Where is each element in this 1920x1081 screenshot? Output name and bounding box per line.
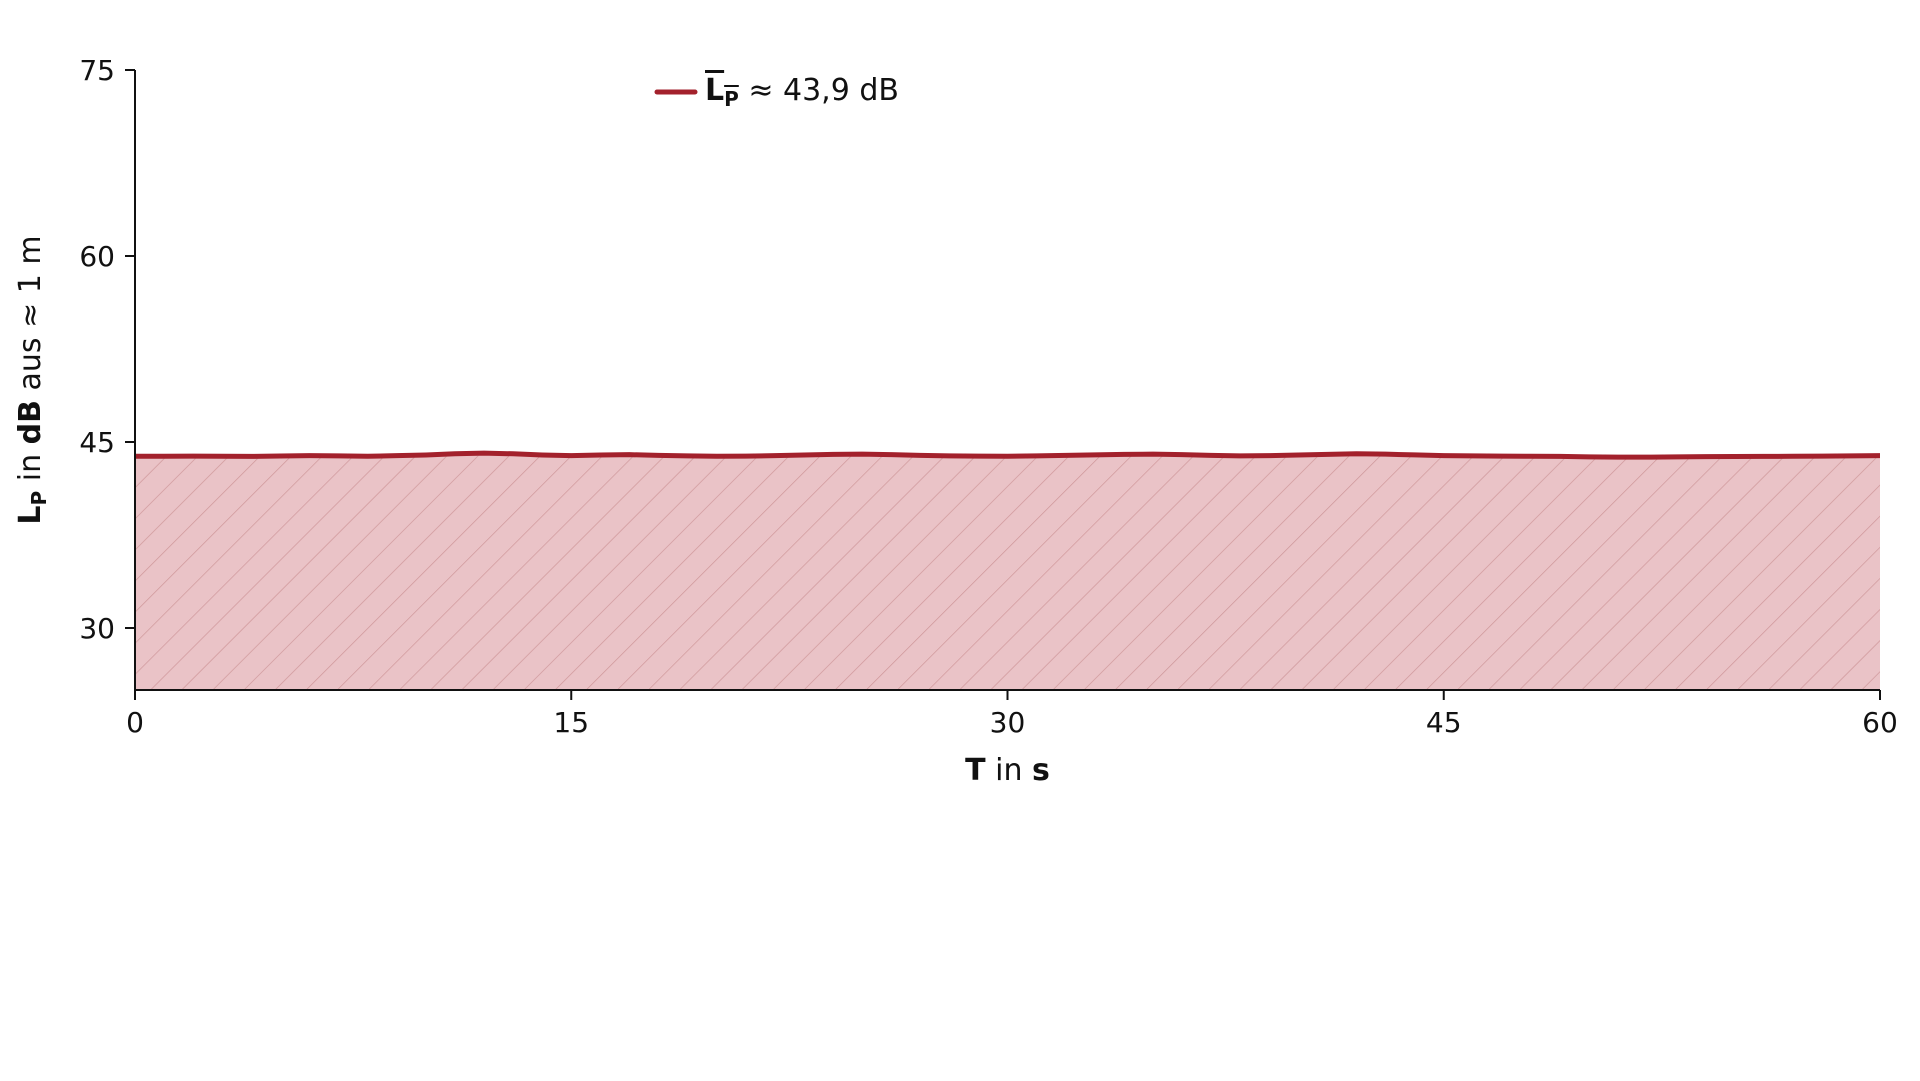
y-tick-label: 75 — [79, 54, 115, 87]
y-tick-label: 30 — [79, 612, 115, 645]
x-tick-label: 60 — [1862, 706, 1898, 739]
y-tick-label: 60 — [79, 240, 115, 273]
x-axis-label: T in s — [965, 753, 1050, 788]
x-tick-label: 30 — [990, 706, 1026, 739]
x-tick-label: 15 — [553, 706, 589, 739]
series-area — [135, 453, 1880, 690]
x-tick-label: 45 — [1426, 706, 1462, 739]
x-tick-label: 0 — [126, 706, 144, 739]
sound-level-chart: 0 15 30 45 60 30 45 60 75 T in s LP in dB aus ≈ 1 … — [0, 0, 1920, 1081]
y-axis-label: LP in dB aus ≈ 1 m — [13, 235, 51, 524]
svg-text:LP in dB aus ≈ 1 m: LP in dB aus ≈ 1 m — [13, 235, 51, 524]
y-tick-label: 45 — [79, 426, 115, 459]
